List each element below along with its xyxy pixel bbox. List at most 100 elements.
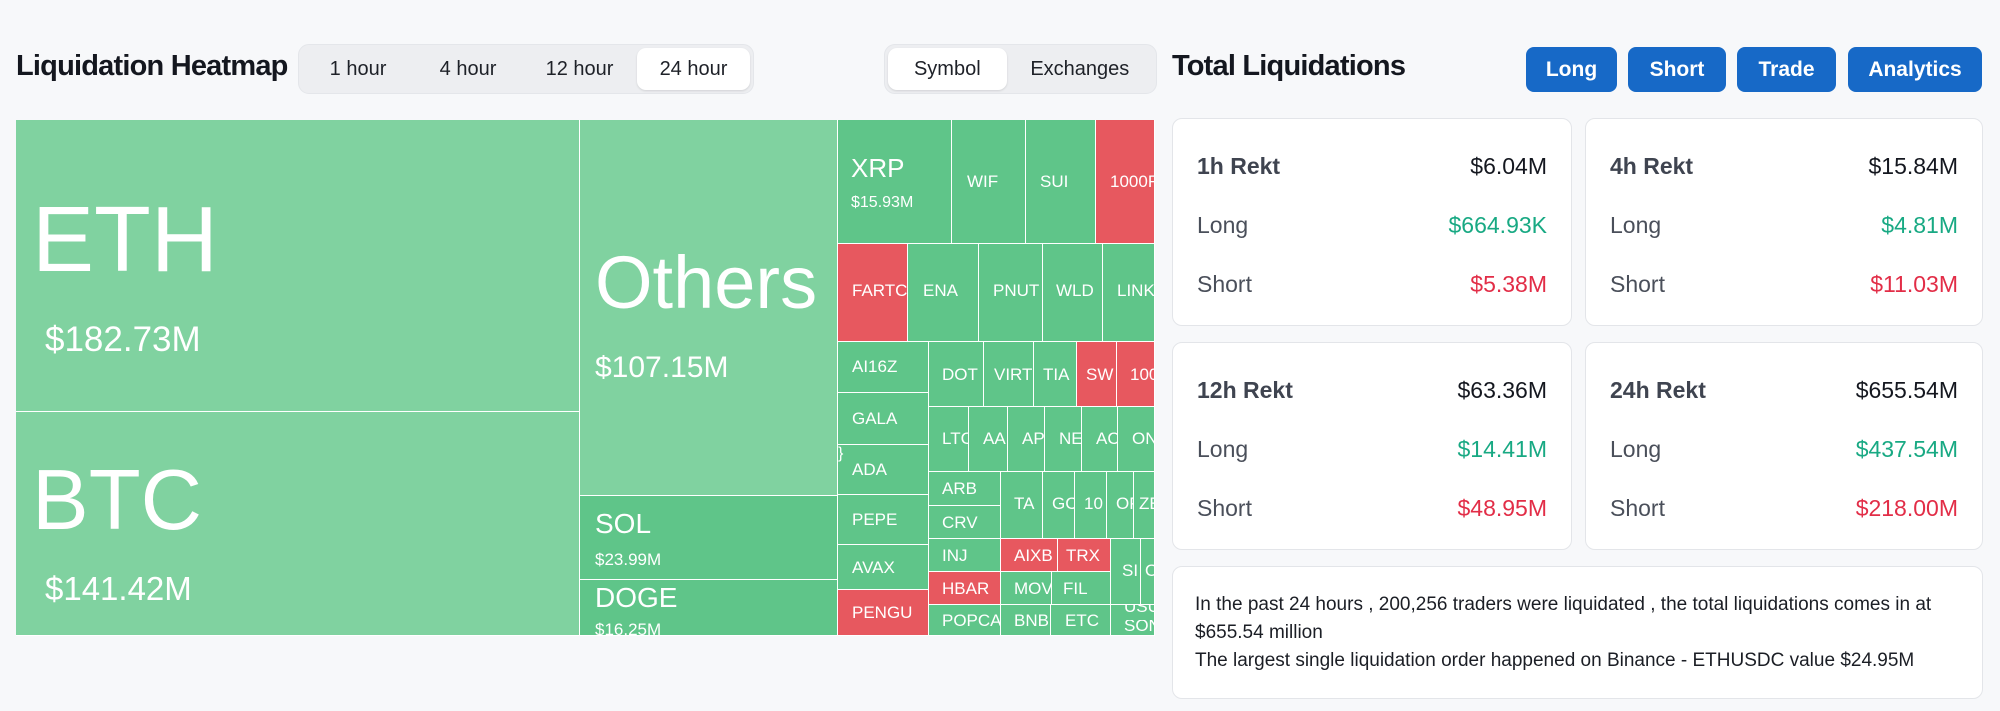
tab-symbol[interactable]: Symbol bbox=[888, 48, 1007, 90]
tile-symbol: FARTC bbox=[852, 281, 908, 300]
tile-symbol: WLD bbox=[1056, 281, 1094, 300]
heatmap-tile-1000f[interactable]: 1000F bbox=[1096, 120, 1155, 244]
heatmap-tile-ze[interactable]: ZE bbox=[1134, 472, 1155, 539]
long-label: Long bbox=[1197, 436, 1249, 462]
heatmap-tile-ac[interactable]: AC bbox=[1082, 407, 1118, 472]
heatmap-tile-dot[interactable]: DOT bbox=[929, 342, 984, 407]
long-label: Long bbox=[1197, 212, 1249, 238]
heatmap-tile-op[interactable]: OP bbox=[1107, 472, 1134, 539]
heatmap-tile-hbar[interactable]: HBAR bbox=[929, 572, 1001, 605]
heatmap-tile-tia[interactable]: TIA bbox=[1034, 342, 1077, 407]
heatmap-tile-ta[interactable]: TA bbox=[1001, 472, 1043, 539]
tab-1-hour[interactable]: 1 hour bbox=[329, 57, 387, 80]
tile-symbol: BNB bbox=[1014, 611, 1049, 630]
heatmap-tile-arb[interactable]: ARB bbox=[929, 472, 1001, 506]
tile-symbol: ENA bbox=[923, 281, 958, 300]
heatmap-tile-virt[interactable]: VIRT bbox=[984, 342, 1034, 407]
tile-value: $16.25M bbox=[595, 620, 662, 636]
time-range-tabs: 1 hour 4 hour 12 hour 24 hour bbox=[298, 44, 754, 94]
rekt-card-1h: 1h Rekt $6.04M Long $664.93K Short $5.38… bbox=[1172, 118, 1572, 326]
tab-4-hour[interactable]: 4 hour bbox=[439, 57, 497, 80]
rekt-label: 1h Rekt bbox=[1197, 153, 1281, 179]
heatmap-tile-si[interactable]: SI bbox=[1111, 539, 1141, 605]
view-tabs: Symbol Exchanges bbox=[884, 44, 1157, 94]
heatmap-tile-ada[interactable]: ADA } bbox=[838, 445, 929, 495]
heatmap-tile-sw[interactable]: SW bbox=[1077, 342, 1117, 407]
heatmap-tile-others[interactable]: Others $107.15M bbox=[580, 120, 838, 496]
long-value: $664.93K bbox=[1448, 212, 1547, 238]
rekt-label: 12h Rekt bbox=[1197, 377, 1293, 403]
short-label: Short bbox=[1197, 495, 1252, 521]
heatmap-tile-gala[interactable]: GALA bbox=[838, 393, 929, 445]
heatmap-tile-pnut[interactable]: PNUT bbox=[979, 244, 1043, 342]
tile-symbol: POPCA bbox=[942, 611, 1001, 630]
heatmap-tile-sui[interactable]: SUI bbox=[1026, 120, 1096, 244]
tile-symbol: O bbox=[1145, 561, 1154, 581]
heatmap-tile-doge[interactable]: DOGE $16.25M bbox=[580, 580, 838, 636]
tab-24-hour[interactable]: 24 hour bbox=[637, 48, 750, 90]
heatmap-tile-on[interactable]: ON bbox=[1118, 407, 1155, 472]
heatmap-tile-eth[interactable]: ETH $182.73M bbox=[16, 120, 580, 412]
heatmap-tile-trx[interactable]: TRX bbox=[1058, 539, 1111, 572]
tile-symbol: AVAX bbox=[852, 558, 895, 577]
tile-symbol: OP bbox=[1116, 494, 1133, 513]
heatmap-tile-link[interactable]: LINK bbox=[1103, 244, 1155, 342]
heatmap-tile-wld[interactable]: WLD bbox=[1043, 244, 1103, 342]
heatmap-tile-sol[interactable]: SOL $23.99M bbox=[580, 496, 838, 580]
tab-exchanges[interactable]: Exchanges bbox=[1030, 57, 1130, 80]
heatmap-tile-avax[interactable]: AVAX bbox=[838, 545, 929, 590]
heatmap-tile-inj[interactable]: INJ bbox=[929, 539, 1001, 572]
tile-symbol: AIXB bbox=[1014, 546, 1053, 565]
tile-symbol: 100 bbox=[1130, 365, 1154, 384]
tile-symbol: 1000F bbox=[1110, 172, 1155, 191]
heatmap-tile-fartc[interactable]: FARTC bbox=[838, 244, 908, 342]
heatmap-tile-aixb[interactable]: AIXB bbox=[1001, 539, 1058, 572]
heatmap-tile-aa[interactable]: AA bbox=[969, 407, 1008, 472]
heatmap-tile-btc[interactable]: BTC $141.42M bbox=[16, 412, 580, 636]
heatmap-tile-fil[interactable]: FIL bbox=[1052, 572, 1111, 605]
heatmap-tile-ap[interactable]: AP bbox=[1008, 407, 1045, 472]
tile-symbol: NE bbox=[1059, 429, 1082, 448]
heatmap-tile-wif[interactable]: WIF bbox=[952, 120, 1026, 244]
heatmap-tile-ne[interactable]: NE bbox=[1045, 407, 1082, 472]
heatmap-tile-etc[interactable]: ETC bbox=[1051, 605, 1111, 636]
tile-symbol: Others bbox=[595, 241, 818, 324]
heatmap-tile-bnb[interactable]: BNB bbox=[1001, 605, 1051, 636]
heatmap-tile-crv[interactable]: CRV bbox=[929, 506, 1001, 539]
heatmap-tile-sonic[interactable]: SONIC bbox=[1111, 620, 1155, 636]
tile-symbol: AC bbox=[1096, 429, 1118, 448]
heatmap-tile-gc[interactable]: GC bbox=[1043, 472, 1075, 539]
tile-symbol: FIL bbox=[1063, 579, 1088, 598]
short-label: Short bbox=[1610, 495, 1665, 521]
tile-symbol: GALA bbox=[852, 409, 898, 428]
tile-symbol: WIF bbox=[967, 172, 999, 191]
heatmap-tile-ltc[interactable]: LTC bbox=[929, 407, 969, 472]
tile-value: $141.42M bbox=[45, 570, 192, 607]
trade-button[interactable]: Trade bbox=[1737, 47, 1836, 92]
tile-value: $23.99M bbox=[595, 550, 662, 569]
tile-symbol: VIRT bbox=[994, 365, 1033, 384]
heatmap-tile-100[interactable]: 100 bbox=[1117, 342, 1155, 407]
rekt-card-12h: 12h Rekt $63.36M Long $14.41M Short $48.… bbox=[1172, 342, 1572, 550]
heatmap-tile-10[interactable]: 10 bbox=[1075, 472, 1107, 539]
tile-symbol: TIA bbox=[1043, 365, 1070, 384]
heatmap-tile-o[interactable]: O bbox=[1141, 539, 1155, 605]
heatmap-tile-mov[interactable]: MOV bbox=[1001, 572, 1052, 605]
long-button[interactable]: Long bbox=[1526, 47, 1617, 92]
tile-symbol: ETC bbox=[1065, 611, 1099, 630]
short-value: $5.38M bbox=[1470, 271, 1547, 297]
heatmap-tile-popca[interactable]: POPCA bbox=[929, 605, 1001, 636]
tab-12-hour[interactable]: 12 hour bbox=[545, 57, 614, 80]
rekt-total: $655.54M bbox=[1855, 377, 1958, 403]
heatmap-tile-pengu[interactable]: PENGU bbox=[838, 590, 929, 636]
liquidation-summary: In the past 24 hours , 200,256 traders w… bbox=[1172, 566, 1983, 699]
heatmap-tile-xrp[interactable]: XRP $15.93M bbox=[838, 120, 952, 244]
tile-value: $107.15M bbox=[595, 351, 729, 384]
rekt-total: $6.04M bbox=[1470, 153, 1547, 179]
analytics-button[interactable]: Analytics bbox=[1848, 47, 1982, 92]
short-button[interactable]: Short bbox=[1628, 47, 1726, 92]
long-label: Long bbox=[1610, 212, 1662, 238]
heatmap-tile-pepe[interactable]: PEPE bbox=[838, 495, 929, 545]
heatmap-tile-ena[interactable]: ENA bbox=[908, 244, 979, 342]
heatmap-tile-ai16z[interactable]: AI16Z bbox=[838, 342, 929, 393]
